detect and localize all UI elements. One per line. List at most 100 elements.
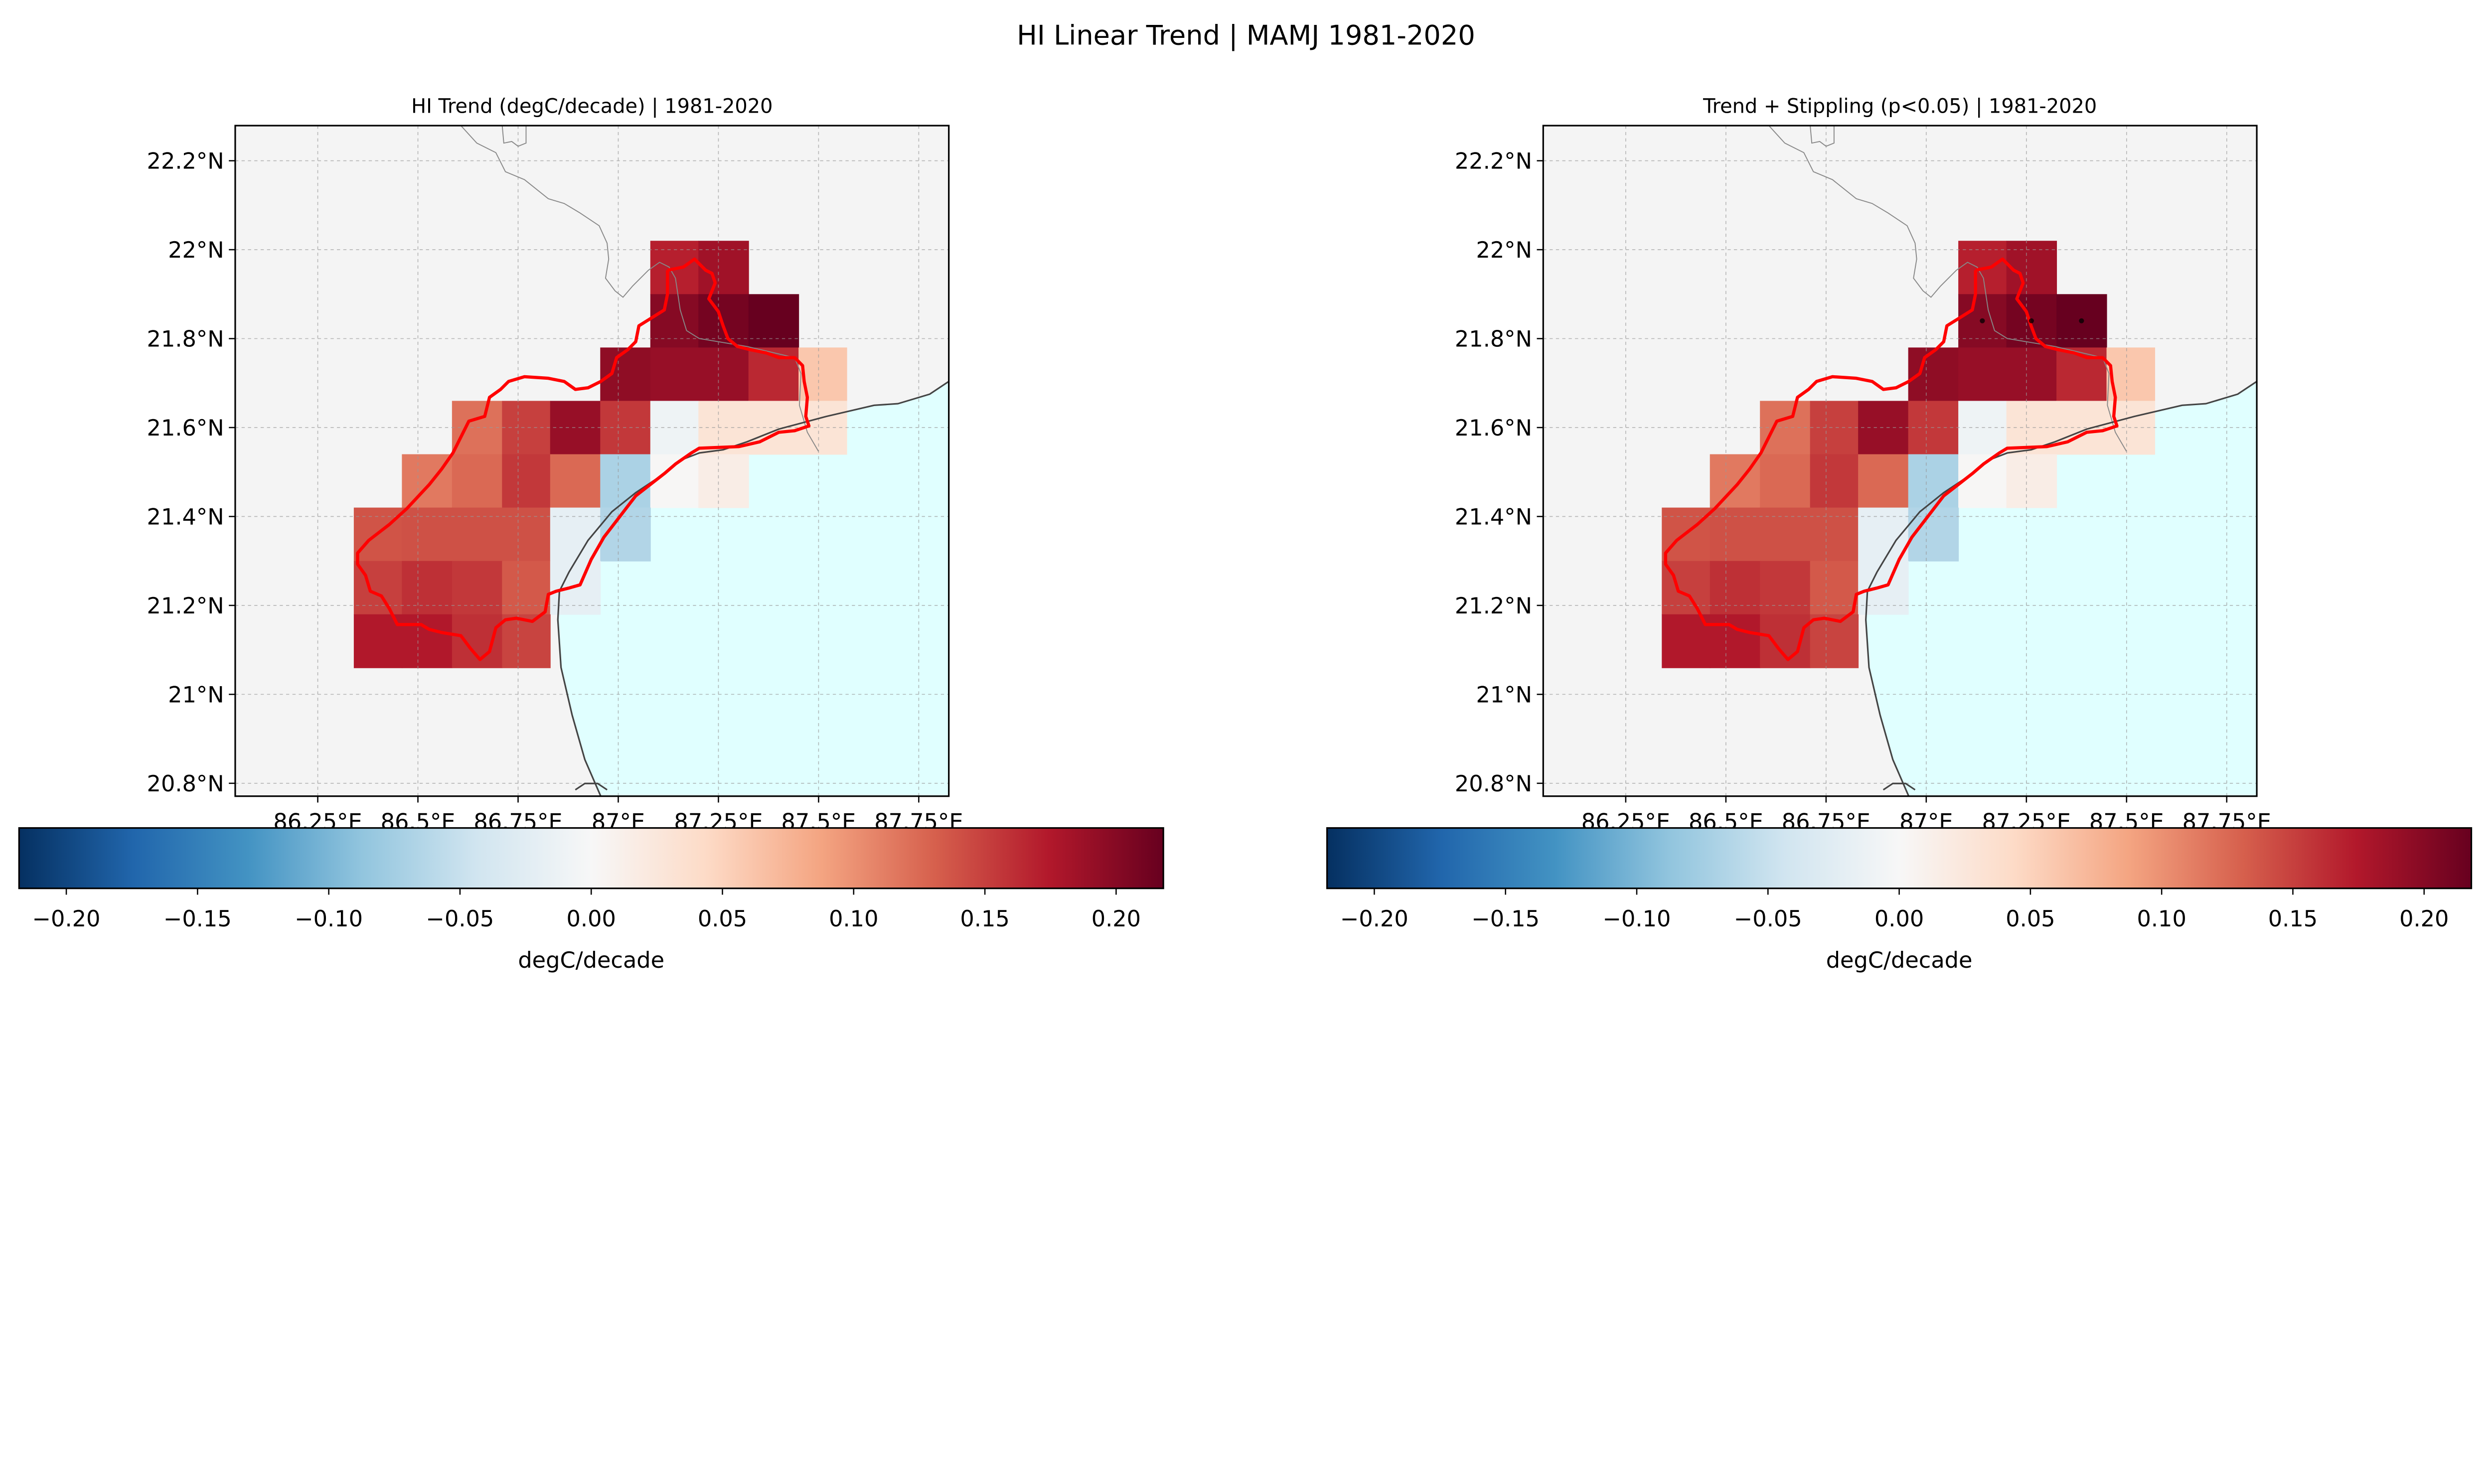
y-tick-label: 21.8°N <box>1455 326 1532 352</box>
figure-suptitle: HI Linear Trend | MAMJ 1981-2020 <box>1017 19 1475 51</box>
colorbar-tick-label: −0.05 <box>1734 906 1802 932</box>
y-tick-label: 21.4°N <box>147 504 224 530</box>
state-border <box>501 126 527 147</box>
y-tick-label: 22.2°N <box>147 148 224 174</box>
colorbar-tick-label: −0.05 <box>426 906 494 932</box>
trend-cell <box>1858 561 1909 615</box>
state-border <box>461 126 819 452</box>
trend-cell <box>2006 347 2057 402</box>
trend-cell <box>452 561 503 615</box>
y-tick-label: 21.2°N <box>1455 593 1532 619</box>
panels: HI Trend (degC/decade) | 1981-2020 22.2°N… <box>18 95 2473 973</box>
colorbar-tick-label: 0.10 <box>829 906 878 932</box>
trend-cell <box>1810 507 1859 562</box>
trend-cell <box>1958 347 2007 402</box>
trend-cell <box>1710 614 1761 668</box>
axes-frame <box>234 125 950 797</box>
trend-cell <box>1760 561 1811 615</box>
colorbar-tick-label: 0.00 <box>1874 906 1924 932</box>
trend-cell <box>650 294 699 348</box>
trend-cell <box>1760 454 1811 508</box>
trend-cell <box>502 561 551 615</box>
trend-cell <box>1858 454 1909 508</box>
trend-cell <box>452 614 503 668</box>
map-area <box>1543 126 2257 796</box>
trend-cell <box>2006 241 2057 295</box>
trend-cell <box>1908 347 1959 402</box>
colorbar <box>18 827 1164 890</box>
trend-cell <box>1710 561 1761 615</box>
trend-cell <box>353 614 403 668</box>
trend-cell <box>402 561 453 615</box>
trend-cell <box>650 347 699 402</box>
significance-stipple <box>2028 318 2034 323</box>
trend-cell <box>698 347 749 402</box>
trend-cell <box>502 507 551 562</box>
coastline <box>575 782 608 791</box>
y-tick-label: 22.2°N <box>1455 148 1532 174</box>
trend-cell <box>502 614 551 668</box>
trend-cell <box>402 614 453 668</box>
y-tick-label: 21.6°N <box>1455 415 1532 441</box>
colorbar-label: degC/decade <box>518 947 664 973</box>
colorbar-tick-label: 0.20 <box>2399 906 2449 932</box>
trend-cell <box>600 454 651 508</box>
coastline <box>1882 782 1916 791</box>
y-tick-label: 20.8°N <box>1455 771 1532 797</box>
map-area <box>235 126 949 796</box>
trend-cell <box>1760 614 1811 668</box>
y-tick-label: 21°N <box>168 682 224 708</box>
significance-stipple <box>1980 318 1985 323</box>
colorbar-tick-label: 0.05 <box>2006 906 2055 932</box>
state-border <box>1768 126 2127 452</box>
trend-cell <box>1810 454 1859 508</box>
trend-cell <box>550 561 601 615</box>
y-tick-label: 22°N <box>168 237 224 263</box>
basin-outline <box>356 257 811 661</box>
colorbar <box>1326 827 2473 890</box>
y-tick-label: 21.6°N <box>147 415 224 441</box>
trend-cell <box>452 507 503 562</box>
trend-cell <box>2006 454 2057 508</box>
colorbar-tick-label: 0.05 <box>698 906 747 932</box>
colorbar-tick-label: −0.15 <box>163 906 232 932</box>
colorbar-tick-label: 0.15 <box>960 906 1009 932</box>
trend-cell <box>502 454 551 508</box>
trend-cell <box>748 294 799 348</box>
trend-cell <box>698 454 749 508</box>
y-tick-label: 21°N <box>1476 682 1532 708</box>
trend-cell <box>402 507 453 562</box>
trend-cell <box>1710 507 1761 562</box>
trend-cell <box>650 454 699 508</box>
colorbar-tick-label: −0.10 <box>295 906 363 932</box>
trend-cell <box>1810 614 1859 668</box>
trend-cell <box>1760 507 1811 562</box>
basin-outline <box>1664 257 2119 661</box>
y-tick-label: 20.8°N <box>147 771 224 797</box>
trend-cell <box>1958 454 2007 508</box>
state-border <box>1810 126 1835 147</box>
trend-cell <box>1662 614 1711 668</box>
y-tick-label: 21.8°N <box>147 326 224 352</box>
trend-cell <box>1908 454 1959 508</box>
panel-title: Trend + Stippling (p<0.05) | 1981-2020 <box>1703 95 2097 118</box>
axes-frame <box>1542 125 2258 797</box>
trend-cell <box>550 454 601 508</box>
trend-cell <box>698 241 749 295</box>
colorbar-tick-label: 0.15 <box>2268 906 2318 932</box>
trend-cell <box>452 454 503 508</box>
colorbar-label: degC/decade <box>1826 947 1973 973</box>
colorbar-tick-label: −0.20 <box>1340 906 1408 932</box>
y-tick-label: 22°N <box>1476 237 1532 263</box>
map-panel-2: Trend + Stippling (p<0.05) | 1981-2020 22… <box>1326 95 2473 973</box>
trend-cell <box>1810 561 1859 615</box>
colorbar-tick-label: −0.10 <box>1603 906 1671 932</box>
y-tick-label: 21.4°N <box>1455 504 1532 530</box>
colorbar-tick-label: 0.00 <box>567 906 616 932</box>
y-tick-label: 21.2°N <box>147 593 224 619</box>
colorbar-tick-label: 0.10 <box>2137 906 2186 932</box>
colorbar-tick-label: 0.20 <box>1091 906 1141 932</box>
colorbar-tick-label: −0.15 <box>1471 906 1540 932</box>
figure: HI Linear Trend | MAMJ 1981-2020 HI Tren… <box>18 19 2473 973</box>
significance-stipple <box>2079 318 2084 323</box>
